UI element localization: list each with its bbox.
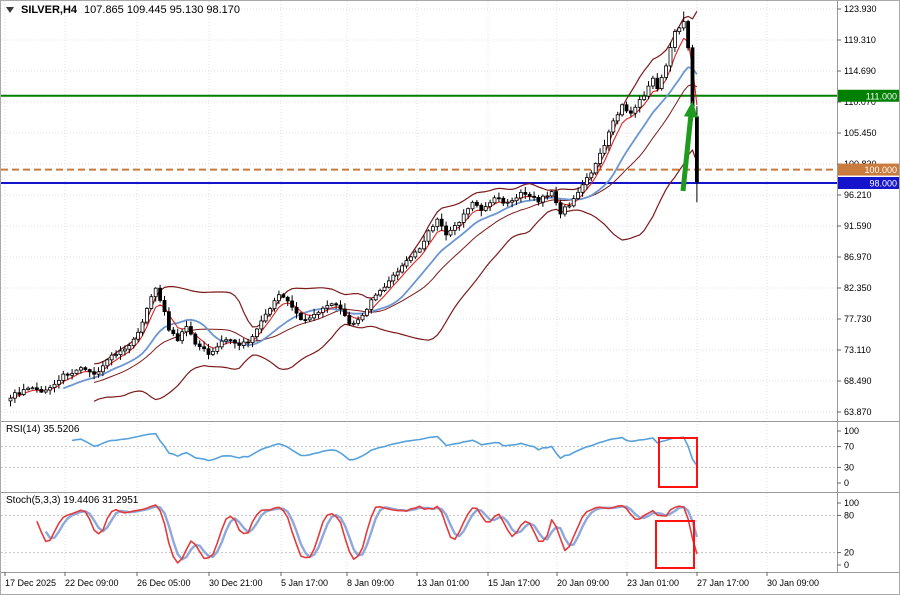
svg-text:123.930: 123.930 xyxy=(844,4,877,14)
price-axis[interactable]: 123.930119.310114.690110.070105.450100.8… xyxy=(837,1,900,595)
ohlc-readout: 107.865 109.445 95.130 98.170 xyxy=(84,4,241,16)
window-icon xyxy=(6,7,14,13)
rsi-indicator-label: RSI(14) 35.5206 xyxy=(6,424,80,435)
svg-text:80: 80 xyxy=(844,510,854,520)
svg-text:100.000: 100.000 xyxy=(864,165,897,175)
horizontal-price-lines[interactable] xyxy=(1,94,837,184)
svg-text:0: 0 xyxy=(844,560,849,570)
bollinger-bands xyxy=(93,10,698,402)
svg-text:17 Dec 2025: 17 Dec 2025 xyxy=(5,578,56,588)
highlight-rects[interactable] xyxy=(655,437,698,569)
svg-text:82.350: 82.350 xyxy=(844,283,872,293)
price-line-label-box xyxy=(838,89,899,102)
grid xyxy=(1,1,837,572)
stoch-indicator-label: Stoch(5,3,3) 19.4406 31.2951 xyxy=(6,495,139,506)
svg-text:77.730: 77.730 xyxy=(844,314,872,324)
svg-text:105.450: 105.450 xyxy=(844,128,877,138)
svg-text:63.870: 63.870 xyxy=(844,407,872,417)
svg-text:96.210: 96.210 xyxy=(844,190,872,200)
svg-text:30 Dec 21:00: 30 Dec 21:00 xyxy=(209,578,263,588)
pane-separators xyxy=(1,421,899,573)
svg-text:86.970: 86.970 xyxy=(844,252,872,262)
svg-text:15 Jan 17:00: 15 Jan 17:00 xyxy=(488,578,540,588)
candles[interactable] xyxy=(8,11,699,407)
svg-text:100: 100 xyxy=(844,498,859,508)
price-line-label-box xyxy=(838,163,899,176)
svg-text:110.070: 110.070 xyxy=(844,97,876,107)
svg-text:30 Jan 09:00: 30 Jan 09:00 xyxy=(767,578,819,588)
svg-text:73.110: 73.110 xyxy=(844,345,871,355)
svg-text:13 Jan 01:00: 13 Jan 01:00 xyxy=(417,578,469,588)
svg-text:26 Dec 05:00: 26 Dec 05:00 xyxy=(137,578,191,588)
stochastic-lines[interactable] xyxy=(36,504,699,564)
svg-text:22 Dec 09:00: 22 Dec 09:00 xyxy=(65,578,119,588)
svg-text:0: 0 xyxy=(844,478,849,488)
svg-text:23 Jan 01:00: 23 Jan 01:00 xyxy=(627,578,679,588)
symbol-timeframe-label: SILVER,H4 xyxy=(21,4,78,16)
svg-text:114.690: 114.690 xyxy=(844,66,876,76)
svg-text:119.310: 119.310 xyxy=(844,35,876,45)
svg-text:27 Jan 17:00: 27 Jan 17:00 xyxy=(697,578,749,588)
svg-text:5 Jan 17:00: 5 Jan 17:00 xyxy=(281,578,328,588)
chart-title: SILVER,H4 107.865 109.445 95.130 98.170 xyxy=(6,4,240,16)
svg-text:111.000: 111.000 xyxy=(866,91,897,101)
svg-text:20: 20 xyxy=(844,548,854,558)
rsi-highlight-rect[interactable] xyxy=(658,437,698,488)
stoch-highlight-rect[interactable] xyxy=(655,520,695,569)
svg-text:70: 70 xyxy=(844,442,854,452)
price-line-label-box xyxy=(838,176,899,189)
svg-text:91.590: 91.590 xyxy=(844,221,872,231)
svg-text:30: 30 xyxy=(844,462,854,472)
up-arrow[interactable] xyxy=(680,101,698,192)
svg-text:68.490: 68.490 xyxy=(844,376,872,386)
svg-text:100: 100 xyxy=(844,426,859,436)
rsi-line[interactable] xyxy=(71,432,698,466)
svg-text:98.000: 98.000 xyxy=(869,178,897,188)
moving-averages xyxy=(10,37,698,399)
time-axis[interactable]: 17 Dec 2025 22 Dec 09:00 26 Dec 05:00 30 De… xyxy=(4,572,819,588)
svg-text:8 Jan 09:00: 8 Jan 09:00 xyxy=(347,578,394,588)
svg-text:20 Jan 09:00: 20 Jan 09:00 xyxy=(557,578,609,588)
